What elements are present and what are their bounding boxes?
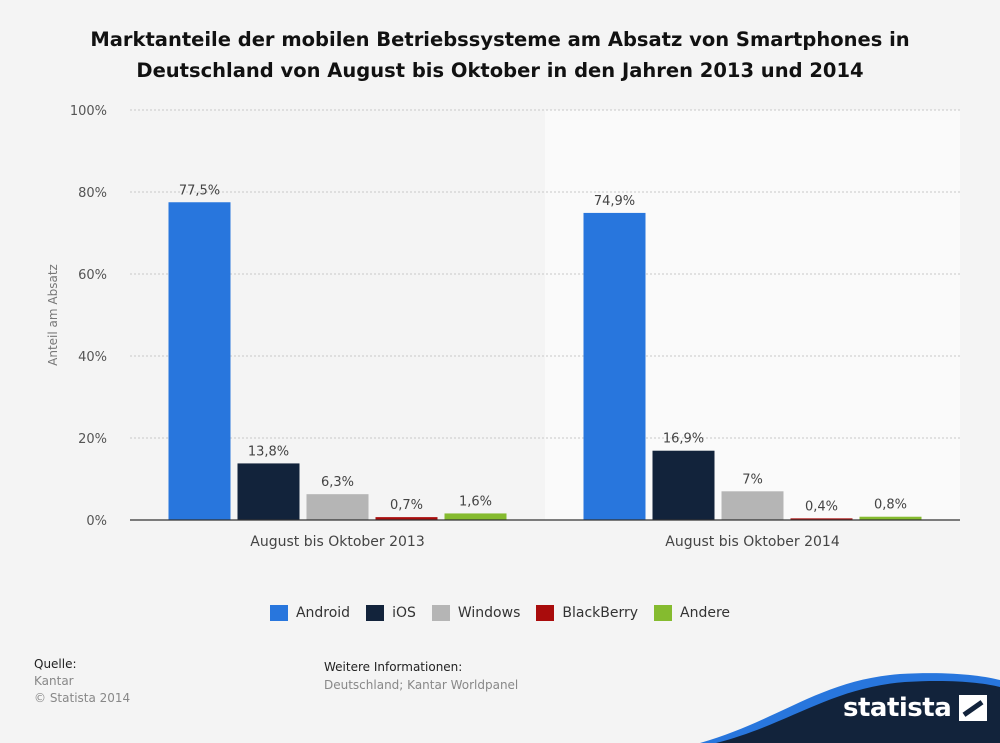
bar-blackberry[interactable] xyxy=(790,518,853,520)
brand-name: statista xyxy=(843,693,952,723)
y-tick-label: 20% xyxy=(78,432,107,447)
bar-value-label: 0,4% xyxy=(805,499,838,514)
y-tick-label: 0% xyxy=(86,514,107,529)
info-label: Weitere Informationen: xyxy=(324,660,463,674)
source-value: Kantar xyxy=(34,674,74,688)
legend-label: BlackBerry xyxy=(562,605,639,621)
legend-swatch xyxy=(431,605,450,621)
x-category-label: August bis Oktober 2014 xyxy=(665,534,840,550)
bar-windows[interactable] xyxy=(306,494,369,520)
legend-label: iOS xyxy=(392,605,416,621)
legend-label: Andere xyxy=(680,605,731,621)
y-axis-label: Anteil am Absatz xyxy=(46,264,60,366)
bar-android[interactable] xyxy=(583,212,646,520)
bar-value-label: 16,9% xyxy=(663,432,704,447)
legend-item-blackberry[interactable]: BlackBerry xyxy=(536,605,638,621)
y-axis-ticks: 0% 20% 40% 60% 80% 100% xyxy=(70,104,107,529)
legend-label: Android xyxy=(295,605,351,621)
bar-value-label: 0,8% xyxy=(874,498,907,513)
bar-value-label: 77,5% xyxy=(179,183,220,198)
legend: Android iOS Windows BlackBerry Andere xyxy=(0,605,1000,621)
bar-blackberry[interactable] xyxy=(375,517,438,520)
bar-value-label: 74,9% xyxy=(594,194,635,209)
chart-title: Marktanteile der mobilen Betriebssysteme… xyxy=(90,28,910,82)
legend-swatch xyxy=(269,605,288,621)
bar-andere[interactable] xyxy=(859,516,922,520)
bars xyxy=(168,202,922,520)
source-block: Quelle: Kantar © Statista 2014 xyxy=(34,656,130,707)
y-tick-label: 40% xyxy=(78,350,107,365)
chart-canvas: 0% 20% 40% 60% 80% 100% 77,5% 13,8% 6,3% 0,7% 1,6… xyxy=(46,104,960,550)
legend-label: Windows xyxy=(457,605,521,621)
bar-value-label: 7% xyxy=(742,472,763,487)
copyright: © Statista 2014 xyxy=(34,691,131,705)
statista-logo[interactable]: statista xyxy=(843,693,988,723)
x-category-label: August bis Oktober 2013 xyxy=(250,534,424,550)
bar-value-label: 0,7% xyxy=(390,498,423,513)
legend-swatch xyxy=(654,605,673,621)
bar-android[interactable] xyxy=(168,202,231,520)
y-tick-label: 80% xyxy=(78,186,107,201)
bar-windows[interactable] xyxy=(721,491,784,520)
info-block: Weitere Informationen: Deutschland; Kant… xyxy=(324,658,518,694)
legend-item-andere[interactable]: Andere xyxy=(654,605,730,621)
legend-swatch xyxy=(366,605,385,621)
legend-item-windows[interactable]: Windows xyxy=(431,605,521,621)
source-label: Quelle: xyxy=(34,657,77,671)
bar-value-label: 13,8% xyxy=(248,444,289,459)
info-value: Deutschland; Kantar Worldpanel xyxy=(324,678,519,692)
y-tick-label: 60% xyxy=(78,268,107,283)
statista-logo-icon xyxy=(959,695,988,721)
bar-ios[interactable] xyxy=(652,450,715,520)
legend-swatch xyxy=(536,605,555,621)
bar-andere[interactable] xyxy=(444,513,507,520)
bar-ios[interactable] xyxy=(237,463,300,520)
legend-item-android[interactable]: Android xyxy=(269,605,351,621)
bar-labels: 77,5% 13,8% 6,3% 0,7% 1,6% 74,9% 16,9% 7% 0,4% 0,… xyxy=(179,183,907,514)
bar-value-label: 1,6% xyxy=(459,494,492,509)
bar-value-label: 6,3% xyxy=(321,475,354,490)
y-tick-label: 100% xyxy=(70,104,107,119)
legend-item-ios[interactable]: iOS xyxy=(366,605,416,621)
x-axis: August bis Oktober 2013 August bis Oktobe… xyxy=(130,519,960,550)
